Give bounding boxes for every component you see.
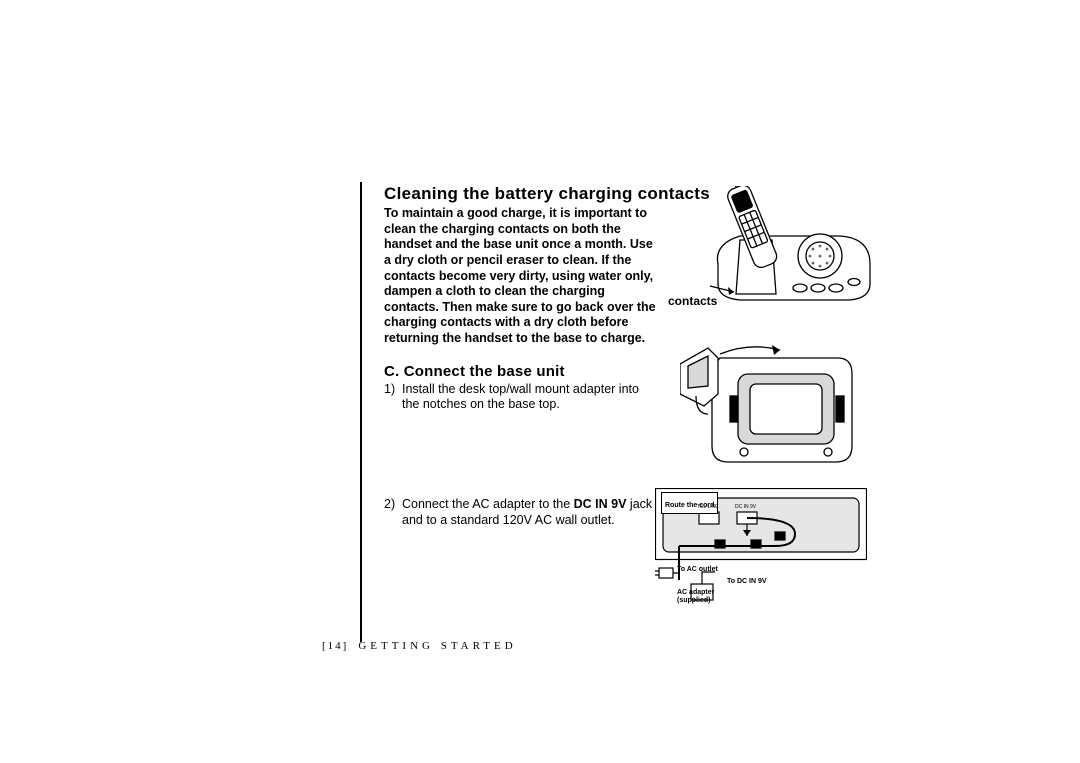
figure-mount-adapter [680, 340, 860, 470]
step-2: 2) Connect the AC adapter to the DC IN 9… [384, 497, 656, 528]
label-ac-adapter-1: AC adapter [677, 589, 714, 597]
step-1-number: 1) [384, 382, 402, 413]
figure-base-unit [700, 186, 880, 316]
step-1-text: Install the desk top/wall mount adapter … [402, 382, 656, 413]
step-2-number: 2) [384, 497, 402, 528]
step-1: 1) Install the desk top/wall mount adapt… [384, 382, 656, 413]
step-2-text: Connect the AC adapter to the DC IN 9V j… [402, 497, 656, 528]
cleaning-instructions: To maintain a good charge, it is importa… [384, 206, 656, 347]
label-tel-line: TEL LINE [697, 505, 719, 511]
page-footer: [14] GETTING STARTED [322, 640, 517, 652]
vertical-rule [360, 182, 362, 642]
label-to-dc: To DC IN 9V [727, 578, 767, 586]
step-2-pre: Connect the AC adapter to the [402, 497, 574, 511]
step-2-bold: DC IN 9V [574, 497, 627, 511]
label-to-ac: To AC outlet [677, 566, 718, 574]
page-number: [14] [322, 640, 348, 652]
figure-ac-adapter: Route the cord TEL LINE DC IN 9V To AC o… [655, 488, 867, 606]
label-ac-adapter-2: (supplied) [677, 597, 710, 605]
section-name: GETTING STARTED [358, 640, 516, 652]
label-dc-port: DC IN 9V [735, 505, 756, 511]
